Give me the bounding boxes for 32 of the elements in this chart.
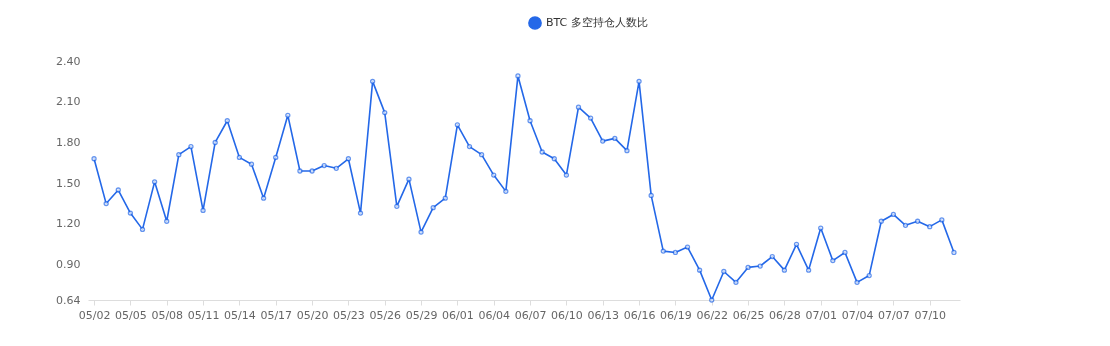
y-tick-label: 1.80 xyxy=(56,135,81,149)
x-tick-label: 05/20 xyxy=(296,308,329,322)
y-tick-label: 0.64 xyxy=(56,293,81,307)
x-tick-label: 06/01 xyxy=(442,308,474,322)
x-tick-label: 05/23 xyxy=(333,308,365,322)
x-tick-label: 05/26 xyxy=(369,308,402,322)
y-tick-label: 0.90 xyxy=(56,258,81,272)
x-tick-label: 06/10 xyxy=(551,308,583,322)
y-tick-label: 1.20 xyxy=(56,217,81,231)
x-tick-label: 06/25 xyxy=(732,308,765,322)
x-tick-label: 07/04 xyxy=(841,308,874,322)
y-tick-label: 2.40 xyxy=(56,54,81,68)
x-tick-label: 06/16 xyxy=(623,308,656,322)
x-tick-label: 06/13 xyxy=(587,308,620,322)
x-tick-label: 05/08 xyxy=(151,308,184,322)
y-tick-label: 1.50 xyxy=(56,176,81,190)
x-tick-label: 07/01 xyxy=(805,308,838,322)
x-tick-label: 07/07 xyxy=(878,308,910,322)
x-tick-label: 07/10 xyxy=(914,308,947,322)
x-tick-label: 06/28 xyxy=(769,308,801,322)
y-tick-label: 2.10 xyxy=(56,95,81,109)
x-tick-label: 05/11 xyxy=(187,308,220,322)
x-tick-label: 05/02 xyxy=(78,308,111,322)
x-tick-label: 06/07 xyxy=(514,308,547,322)
x-tick-label: 05/17 xyxy=(260,308,293,322)
x-tick-label: 05/29 xyxy=(405,308,438,322)
x-tick-label: 05/05 xyxy=(115,308,147,322)
legend-label: BTC 多空持仓人数比 xyxy=(546,16,648,29)
x-tick-label: 06/22 xyxy=(696,308,729,322)
x-tick-label: 05/14 xyxy=(224,308,256,322)
x-tick-label: 06/19 xyxy=(660,308,692,322)
x-tick-label: 06/04 xyxy=(478,308,511,322)
